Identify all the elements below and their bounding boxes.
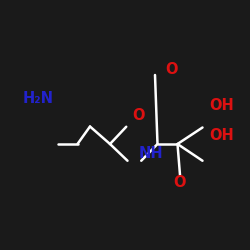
Text: O: O: [174, 175, 186, 190]
Text: NH: NH: [139, 146, 164, 161]
Text: OH: OH: [209, 98, 234, 112]
Text: O: O: [132, 108, 145, 122]
Text: OH: OH: [209, 128, 234, 142]
Text: O: O: [165, 62, 177, 78]
Text: H₂N: H₂N: [23, 91, 54, 106]
